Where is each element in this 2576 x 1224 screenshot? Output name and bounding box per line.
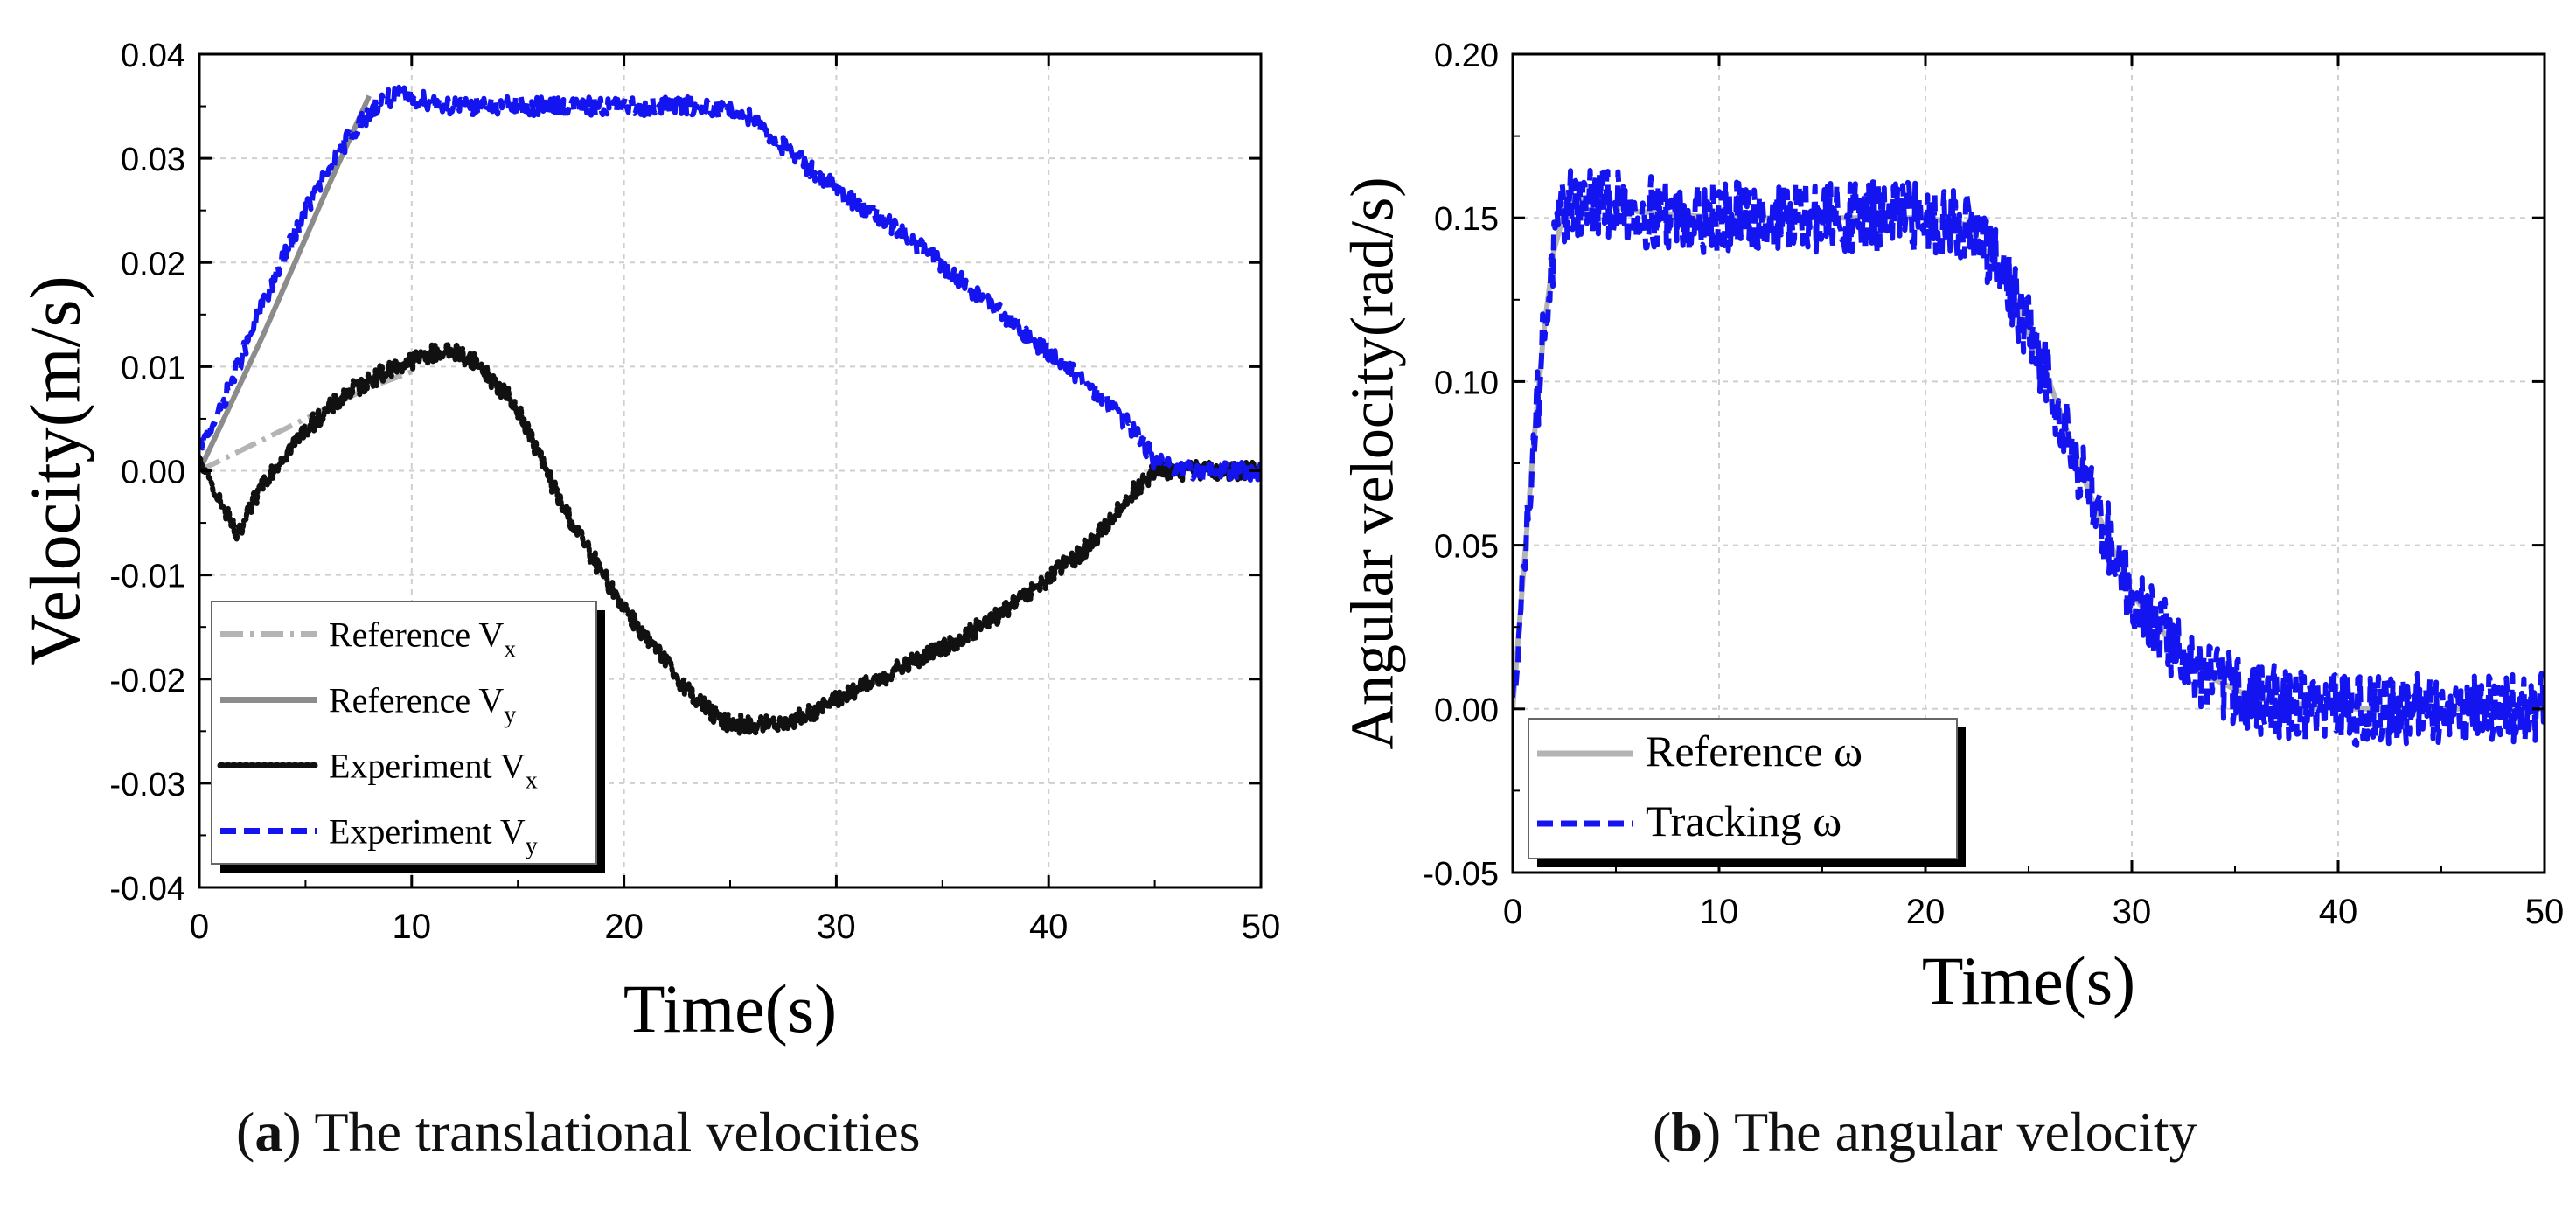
y-tick-label: 0.10 <box>1434 365 1499 401</box>
chart-a: 0 10 20 30 40 50 -0.04 -0.03 -0.02 -0.01 0.00 0.01 0… <box>16 38 1281 1047</box>
y-tick-label: -0.02 <box>109 663 185 699</box>
legend-box <box>1528 718 1958 859</box>
x-tick-label: 0 <box>1503 893 1522 931</box>
legend-label-sub: y <box>526 833 538 860</box>
y-tick-label: 0.02 <box>121 246 185 282</box>
x-tick-label: 10 <box>393 908 432 946</box>
chart-b: 0 10 20 30 40 50 -0.05 0.00 0.05 0.10 0.15 0.20 Time… <box>1340 38 2565 1019</box>
x-tick-label: 20 <box>1906 893 1946 931</box>
x-tick-label: 50 <box>1242 908 1281 946</box>
y-axis-label: Velocity(m/s) <box>16 275 95 665</box>
caption-b-text: The angular velocity <box>1721 1101 2197 1163</box>
y-tick-label: 0.15 <box>1434 201 1499 238</box>
series-line-reference-vx <box>199 369 413 474</box>
x-tick-label: 10 <box>1700 893 1739 931</box>
y-tick-label: 0.01 <box>121 350 185 386</box>
legend-label-symbol: ω <box>1834 727 1862 775</box>
y-tick-label: 0.05 <box>1434 529 1499 566</box>
legend-label-main: Reference V <box>329 615 504 655</box>
legend-label-main: Experiment V <box>329 812 526 852</box>
series-line-reference-vy <box>199 94 372 472</box>
legend-label: Reference Vx <box>329 615 516 664</box>
series-line-reference- <box>1513 198 2545 712</box>
y-tick-label: 0.04 <box>121 38 185 74</box>
y-tick-label: -0.01 <box>109 559 185 595</box>
y-tick-label: 0.00 <box>121 455 185 491</box>
x-tick-label: 50 <box>2525 893 2565 931</box>
legend-label-main: Reference <box>1646 727 1834 775</box>
series-group <box>1513 166 2545 748</box>
caption-a: (a) The translational velocities <box>236 1101 921 1163</box>
legend-label-symbol: ω <box>1813 796 1841 845</box>
legend-label-main: Reference V <box>329 681 504 720</box>
caption-b: (b) The angular velocity <box>1653 1101 2197 1163</box>
y-axis-label: Angular velocity(rad/s) <box>1340 177 1407 749</box>
x-tick-label: 30 <box>2113 893 2152 931</box>
legend-label-main: Experiment V <box>329 747 526 786</box>
x-axis-label: Time(s) <box>623 970 837 1047</box>
legend-label-sub: x <box>526 768 538 795</box>
x-tick-label: 20 <box>604 908 644 946</box>
legend-label-main: Tracking <box>1646 796 1813 845</box>
x-tick-label: 0 <box>190 908 209 946</box>
caption-a-text: The translational velocities <box>301 1101 921 1163</box>
series-line-tracking- <box>1513 166 2545 748</box>
series-line-experiment-vx <box>199 341 1261 737</box>
caption-b-letter: b <box>1671 1101 1702 1163</box>
y-tick-label: -0.04 <box>109 871 185 908</box>
legend-label: Tracking ω <box>1646 796 1841 845</box>
legend-label: Experiment Vx <box>329 747 538 795</box>
legend-box <box>211 601 597 865</box>
legend-label-sub: y <box>504 702 516 729</box>
legend-label: Reference ω <box>1646 727 1862 775</box>
series-group <box>199 84 1261 737</box>
series-line-experiment-vy <box>199 84 1261 483</box>
caption-a-letter: a <box>254 1101 283 1163</box>
legend-label: Reference Vy <box>329 681 516 729</box>
y-tick-label: -0.03 <box>109 767 185 803</box>
x-axis-label: Time(s) <box>1922 942 2135 1019</box>
y-tick-label: 0.03 <box>121 142 185 178</box>
x-tick-label: 40 <box>2319 893 2358 931</box>
y-tick-label: 0.20 <box>1434 38 1499 74</box>
y-tick-label: -0.05 <box>1423 856 1499 893</box>
x-tick-label: 40 <box>1029 908 1069 946</box>
legend-label-sub: x <box>504 636 516 664</box>
legend-label: Experiment Vy <box>329 812 538 860</box>
x-tick-label: 30 <box>817 908 856 946</box>
y-tick-label: 0.00 <box>1434 692 1499 729</box>
